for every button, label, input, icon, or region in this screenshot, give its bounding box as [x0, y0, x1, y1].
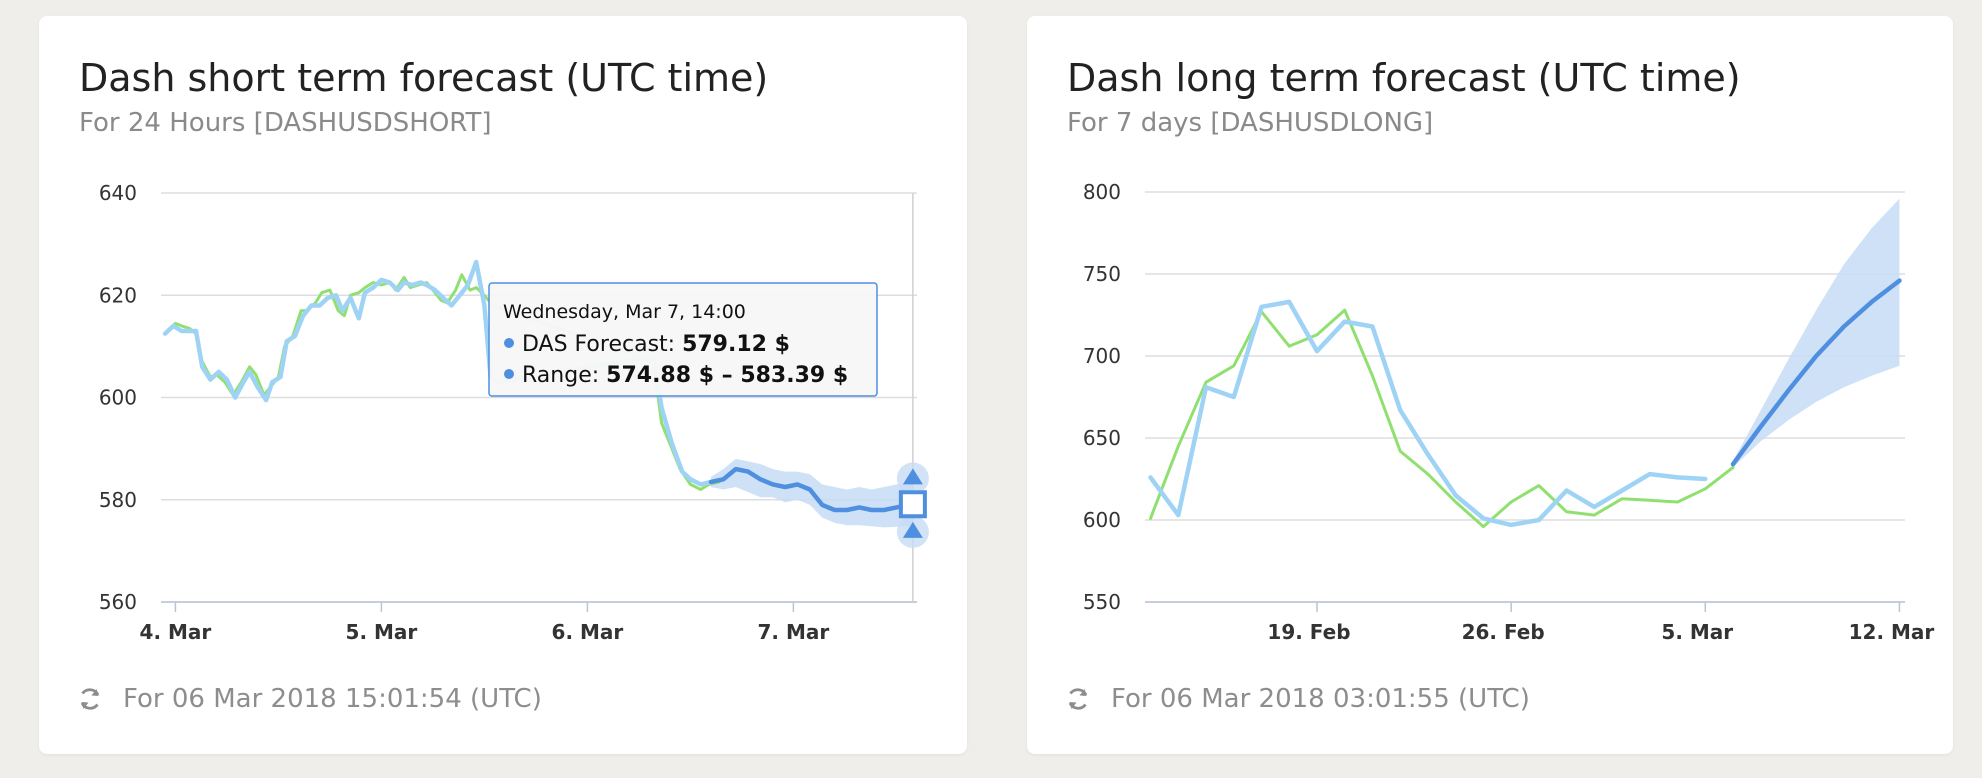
- forecast-point-marker: [898, 490, 927, 519]
- long-term-forecast-card: Dash long term forecast (UTC time) For 7…: [1027, 16, 1953, 754]
- y-tick-label: 640: [99, 181, 137, 205]
- long-term-chart[interactable]: 550 600 650 700 750 800 19. Feb 26. Feb 5. Mar 12…: [1027, 16, 1953, 656]
- card-footer: For 06 Mar 2018 15:01:54 (UTC): [77, 684, 542, 714]
- y-tick-label: 600: [99, 386, 137, 410]
- tooltip-range-row: Range: 574.88 $ – 583.39 $: [522, 363, 848, 388]
- x-tick-label: 6. Mar: [552, 620, 624, 644]
- y-tick-label: 550: [1083, 590, 1121, 614]
- refresh-icon[interactable]: [1065, 686, 1091, 712]
- short-term-chart[interactable]: 560 580 600 620 640 4. Mar 5. Mar 6. Mar 7. Mar W…: [39, 16, 967, 656]
- actual-line: [1149, 308, 1735, 529]
- tooltip-dot: [504, 338, 514, 348]
- forecast-line: [1730, 278, 1902, 467]
- y-tick-label: 600: [1083, 508, 1121, 532]
- y-tick-label: 650: [1083, 426, 1121, 450]
- card-title: Dash long term forecast (UTC time): [1067, 56, 1741, 100]
- card-subtitle: For 24 Hours [DASHUSDSHORT]: [79, 108, 492, 138]
- x-tick-label: 4. Mar: [140, 620, 212, 644]
- model-line: [1148, 299, 1708, 528]
- tooltip-box: [488, 282, 878, 397]
- y-tick-label: 620: [99, 283, 137, 307]
- tooltip-range-label: Range:: [522, 363, 606, 388]
- x-tick-label: 5. Mar: [1661, 620, 1733, 644]
- range-area: [1733, 198, 1900, 468]
- x-tick-label: 19. Feb: [1267, 620, 1350, 644]
- footer-timestamp: For 06 Mar 2018 15:01:54 (UTC): [123, 684, 542, 714]
- y-tick-label: 700: [1083, 344, 1121, 368]
- y-tick-label: 560: [99, 590, 137, 614]
- x-tick-label: 26. Feb: [1462, 620, 1545, 644]
- short-term-forecast-card: Dash short term forecast (UTC time) For …: [39, 16, 967, 754]
- x-tick-label: 12. Mar: [1849, 620, 1935, 644]
- tooltip: Wednesday, Mar 7, 14:00 DAS Forecast: 579…: [488, 282, 878, 397]
- refresh-icon[interactable]: [77, 686, 103, 712]
- range-high-marker: [902, 468, 923, 485]
- y-tick-label: 580: [99, 488, 137, 512]
- tooltip-forecast-value: 579.12 $: [682, 332, 790, 357]
- tooltip-header: Wednesday, Mar 7, 14:00: [503, 301, 746, 323]
- das-forecast-line: [708, 466, 916, 513]
- tooltip-forecast-label: DAS Forecast:: [522, 332, 682, 357]
- tooltip-forecast-row: DAS Forecast: 579.12 $: [522, 332, 790, 357]
- card-title: Dash short term forecast (UTC time): [79, 56, 769, 100]
- card-footer: For 06 Mar 2018 03:01:55 (UTC): [1065, 684, 1530, 714]
- y-tick-label: 800: [1083, 180, 1121, 204]
- footer-timestamp: For 06 Mar 2018 03:01:55 (UTC): [1111, 684, 1530, 714]
- tooltip-range-value: 574.88 $ – 583.39 $: [606, 363, 848, 388]
- x-tick-label: 7. Mar: [758, 620, 830, 644]
- y-tick-label: 750: [1083, 262, 1121, 286]
- x-tick-label: 5. Mar: [346, 620, 418, 644]
- card-subtitle: For 7 days [DASHUSDLONG]: [1067, 108, 1434, 138]
- range-low-marker: [902, 521, 923, 538]
- tooltip-dot: [504, 369, 514, 379]
